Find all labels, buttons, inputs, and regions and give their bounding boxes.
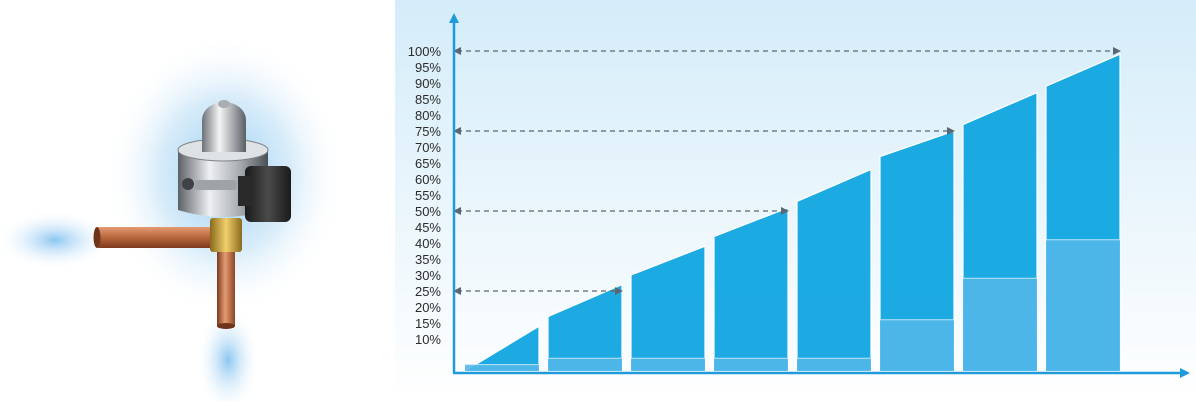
- y-tick-label: 80%: [415, 108, 441, 123]
- y-tick-label: 60%: [415, 172, 441, 187]
- y-tick-label: 45%: [415, 220, 441, 235]
- chart-bar: [962, 91, 1038, 372]
- y-tick-label: 50%: [415, 204, 441, 219]
- y-tick-label: 100%: [408, 44, 442, 59]
- y-tick-label: 25%: [415, 284, 441, 299]
- chart-bar: [1045, 53, 1121, 372]
- chart-bar-base: [548, 358, 622, 371]
- chart-bar-base: [1046, 239, 1120, 371]
- chart-bar: [879, 130, 955, 372]
- y-tick-label: 55%: [415, 188, 441, 203]
- chart-bar-base: [963, 278, 1037, 371]
- y-tick-label: 20%: [415, 300, 441, 315]
- chart-bar: [796, 168, 872, 372]
- chart-bar: [462, 325, 540, 372]
- chart-bar-base: [880, 319, 954, 371]
- valve-illustration: [0, 0, 390, 406]
- y-tick-label: 40%: [415, 236, 441, 251]
- valve-icon: [0, 35, 345, 406]
- y-tick-label: 90%: [415, 76, 441, 91]
- y-tick-label: 95%: [415, 60, 441, 75]
- y-tick-label: 85%: [415, 92, 441, 107]
- chart-bar: [713, 206, 789, 372]
- chart-bar: [547, 283, 623, 372]
- y-tick-label: 10%: [415, 332, 441, 347]
- chart-bar: [630, 245, 706, 372]
- chart-bar-base: [714, 358, 788, 371]
- chart-svg: 10%15%20%25%30%35%40%45%50%55%60%65%70%7…: [395, 0, 1196, 401]
- y-tick-label: 75%: [415, 124, 441, 139]
- y-tick-label: 15%: [415, 316, 441, 331]
- y-tick-label: 70%: [415, 140, 441, 155]
- y-tick-label: 35%: [415, 252, 441, 267]
- y-tick-label: 30%: [415, 268, 441, 283]
- chart-bar-base: [797, 358, 871, 371]
- y-tick-label: 65%: [415, 156, 441, 171]
- chart-bar-base: [631, 358, 705, 371]
- chart-bar-base: [465, 364, 539, 371]
- capacity-chart: 10% 15% 20% 25% 30% 35% 40% 45% 50% 55% 60% 65% 70% 7…: [395, 0, 1196, 401]
